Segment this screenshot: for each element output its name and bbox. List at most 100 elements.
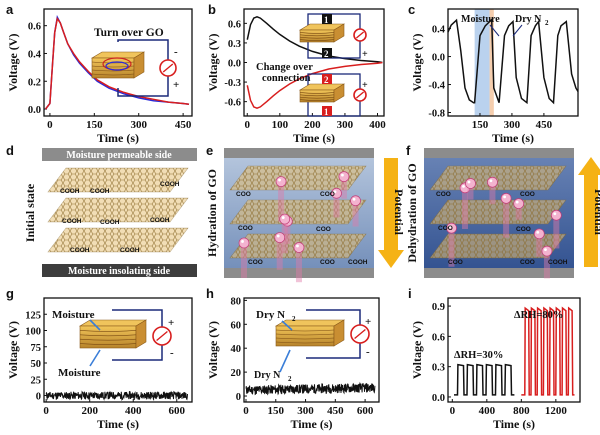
- y-tick-label: 100: [25, 327, 41, 338]
- shaded-band: [489, 9, 494, 116]
- inset-label-bottom: Dry N: [254, 370, 281, 381]
- polarity-sign: +: [168, 317, 174, 329]
- voltmeter-icon: [152, 326, 172, 346]
- plot-frame: [43, 297, 193, 403]
- y-tick-label: 0.6: [28, 22, 41, 33]
- y-tick-label: 0.6: [432, 332, 445, 343]
- inset-g: + - Moisture Moisture: [52, 309, 174, 379]
- functional-group-label: COO: [448, 259, 463, 266]
- top-band-label: Moisture permeable side: [66, 150, 172, 161]
- y-tick-label: 0.9: [432, 302, 445, 313]
- polarity-sign: +: [362, 49, 368, 60]
- y-axis-label: Voltage (V): [206, 34, 220, 92]
- side-label: Initial state: [23, 183, 37, 242]
- go-film-icon: [78, 319, 148, 349]
- panel-letter-b: b: [208, 2, 216, 17]
- polarity-sign: +: [173, 79, 179, 91]
- functional-group-label: COO: [520, 191, 535, 198]
- inset-a: Turn over GO- +: [90, 27, 179, 97]
- y-tick-label: 0.3: [228, 39, 241, 50]
- functional-group-label: COOH: [120, 247, 140, 254]
- subscript: 2: [288, 375, 292, 383]
- functional-group-label: COOH: [62, 218, 82, 225]
- y-tick-label: 0.0: [432, 53, 445, 64]
- plot-frame: [447, 8, 579, 117]
- inset-label-top: Moisture: [52, 309, 95, 321]
- y-tick-label: 0.6: [228, 19, 241, 30]
- y-tick-label: -0.3: [224, 78, 241, 89]
- chart-h: 0 150 300 450 600 0 20 40 60 80 Time (s) Voltage (V…: [206, 296, 380, 431]
- annotation-line: Change over: [256, 62, 313, 73]
- inset-h: + - Dry N 2 Dry N 2: [254, 309, 371, 383]
- functional-group-label: COOH: [70, 247, 90, 254]
- x-tick-label: 150: [268, 405, 285, 417]
- chart-a: 0 150 300 450 0.0 0.2 0.4 0.6 Time (s) Voltage (V…: [6, 8, 193, 145]
- polarity-sign: -: [366, 346, 370, 358]
- functional-group-label: COOH: [90, 188, 110, 195]
- series-line-1: [246, 61, 383, 110]
- x-axis-label: Time (s): [493, 417, 535, 431]
- y-axis-label: Voltage (V): [6, 321, 20, 379]
- x-tick-label: 300: [130, 119, 147, 131]
- x-tick-label: 0: [450, 405, 456, 417]
- band-label-dry: Dry N: [515, 14, 542, 25]
- voltmeter-icon: [159, 59, 177, 77]
- go-film-icon: [298, 23, 346, 43]
- chart-b: 0 100 200 300 400 -0.6 -0.3 0.0 0.3 0.6 Time (s) Vo…: [206, 8, 386, 145]
- x-axis-label: Time (s): [290, 417, 332, 431]
- go-film-icon: [298, 83, 346, 103]
- y-tick-label: 0: [36, 392, 41, 403]
- electrode-badge: 2: [324, 49, 329, 59]
- series-line-0: [246, 15, 383, 64]
- y-tick-label: 0.4: [28, 49, 42, 60]
- plot-frame: [243, 297, 380, 403]
- x-tick-label: 0: [47, 119, 53, 131]
- functional-group-label: COO: [238, 225, 253, 232]
- functional-group-label: COOH: [160, 181, 180, 188]
- functional-group-label: COO: [236, 191, 251, 198]
- y-tick-label: 60: [231, 320, 242, 331]
- y-axis-label: Voltage (V): [410, 321, 424, 379]
- x-tick-label: 400: [369, 119, 386, 131]
- x-tick-label: 300: [297, 405, 314, 417]
- x-tick-label: 0: [245, 119, 251, 131]
- annotations-i: ΔRH=30% ΔRH=80%: [454, 310, 563, 361]
- y-tick-label: 0.2: [28, 77, 41, 88]
- schematic-f: COO COO COO COO COO COO COOH Dehydration of GO P…: [405, 148, 600, 279]
- electrode-badge: 1: [324, 107, 329, 117]
- functional-group-label: COO: [520, 259, 535, 266]
- x-tick-label: 300: [337, 119, 354, 131]
- y-axis-label: Voltage (V): [410, 34, 424, 92]
- annotation-rh80: ΔRH=80%: [514, 310, 563, 321]
- functional-group-label: COO: [248, 259, 263, 266]
- subscript: 2: [545, 19, 549, 27]
- x-tick-label: 1200: [545, 405, 568, 417]
- arrow-down-icon: [378, 158, 404, 268]
- panel-letter-a: a: [6, 2, 14, 17]
- plot-frame: [43, 8, 193, 117]
- functional-group-label: COO: [316, 226, 331, 233]
- series-line-1: [521, 306, 575, 396]
- x-tick-label: 200: [81, 405, 98, 417]
- functional-group-label: COO: [516, 226, 531, 233]
- x-tick-label: 400: [479, 405, 496, 417]
- panel-letter-i: i: [408, 286, 412, 301]
- chart-g: 0 200 400 600 0 25 50 75 100 125 Time (s) Voltage (…: [6, 297, 193, 431]
- panel-letter-f: f: [406, 143, 411, 158]
- side-label: Hydration of GO: [205, 169, 219, 257]
- x-tick-label: 600: [169, 405, 186, 417]
- shaded-band: [474, 9, 490, 116]
- schematic-d: Moisture permeable side COOH COOH COOH COOH C…: [23, 148, 197, 277]
- y-tick-label: 0.0: [432, 393, 445, 404]
- functional-group-label: COOH: [60, 188, 80, 195]
- y-tick-label: 75: [31, 343, 42, 354]
- side-label: Dehydration of GO: [405, 163, 419, 262]
- polarity-sign: -: [174, 46, 178, 58]
- panel-letter-h: h: [206, 286, 214, 301]
- panel-letter-g: g: [6, 286, 14, 301]
- y-tick-label: 0.0: [228, 59, 241, 70]
- arrow-label: Potential: [392, 189, 406, 236]
